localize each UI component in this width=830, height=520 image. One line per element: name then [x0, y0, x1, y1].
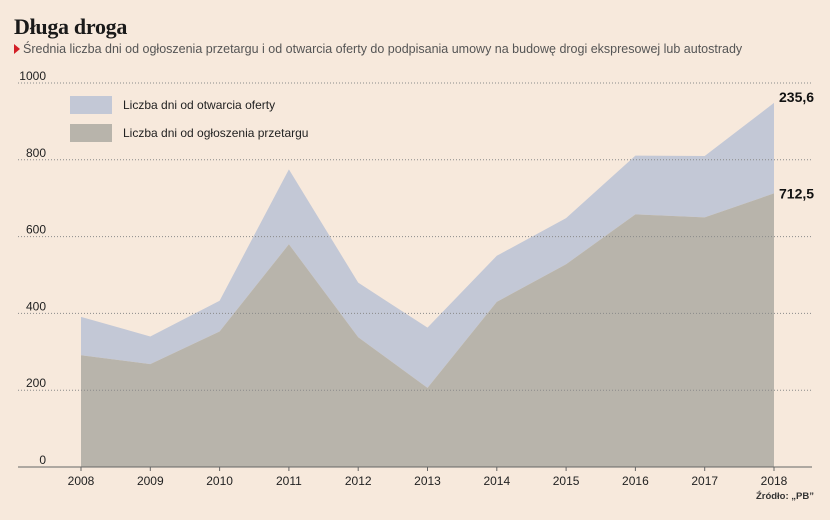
legend-label-tender: Liczba dni od ogłoszenia przetargu — [123, 126, 308, 140]
x-tick-label: 2009 — [137, 474, 164, 488]
chart-subtitle: Średnia liczba dni od ogłoszenia przetar… — [14, 42, 742, 56]
triangle-marker-icon — [14, 44, 20, 54]
x-tick-label: 2015 — [553, 474, 580, 488]
y-tick-label: 0 — [39, 453, 46, 467]
x-tick-label: 2010 — [206, 474, 233, 488]
x-tick-label: 2012 — [345, 474, 372, 488]
legend-swatch-bid-opening — [70, 96, 112, 114]
legend-swatch-tender — [70, 124, 112, 142]
series-area-tender — [81, 193, 774, 467]
x-tick-label: 2011 — [276, 474, 302, 488]
legend-label-bid-opening: Liczba dni od otwarcia oferty — [123, 98, 275, 112]
series-area-bid-opening — [81, 102, 774, 388]
y-tick-label: 200 — [26, 376, 46, 390]
chart-title: Długa droga — [14, 14, 128, 39]
x-tick-label: 2013 — [414, 474, 441, 488]
data-label: 235,6 — [779, 89, 814, 105]
chart-subtitle-text: Średnia liczba dni od ogłoszenia przetar… — [23, 42, 743, 56]
source-note: Źródło: „PB” — [755, 491, 814, 502]
y-tick-label: 1000 — [19, 69, 46, 83]
y-tick-label: 400 — [26, 299, 46, 313]
x-tick-label: 2016 — [622, 474, 649, 488]
x-tick-label: 2008 — [68, 474, 95, 488]
x-tick-label: 2017 — [691, 474, 718, 488]
y-tick-label: 800 — [26, 146, 46, 160]
y-tick-label: 600 — [26, 223, 46, 237]
x-tick-label: 2018 — [761, 474, 788, 488]
x-tick-label: 2014 — [483, 474, 510, 488]
data-label: 712,5 — [779, 185, 814, 201]
